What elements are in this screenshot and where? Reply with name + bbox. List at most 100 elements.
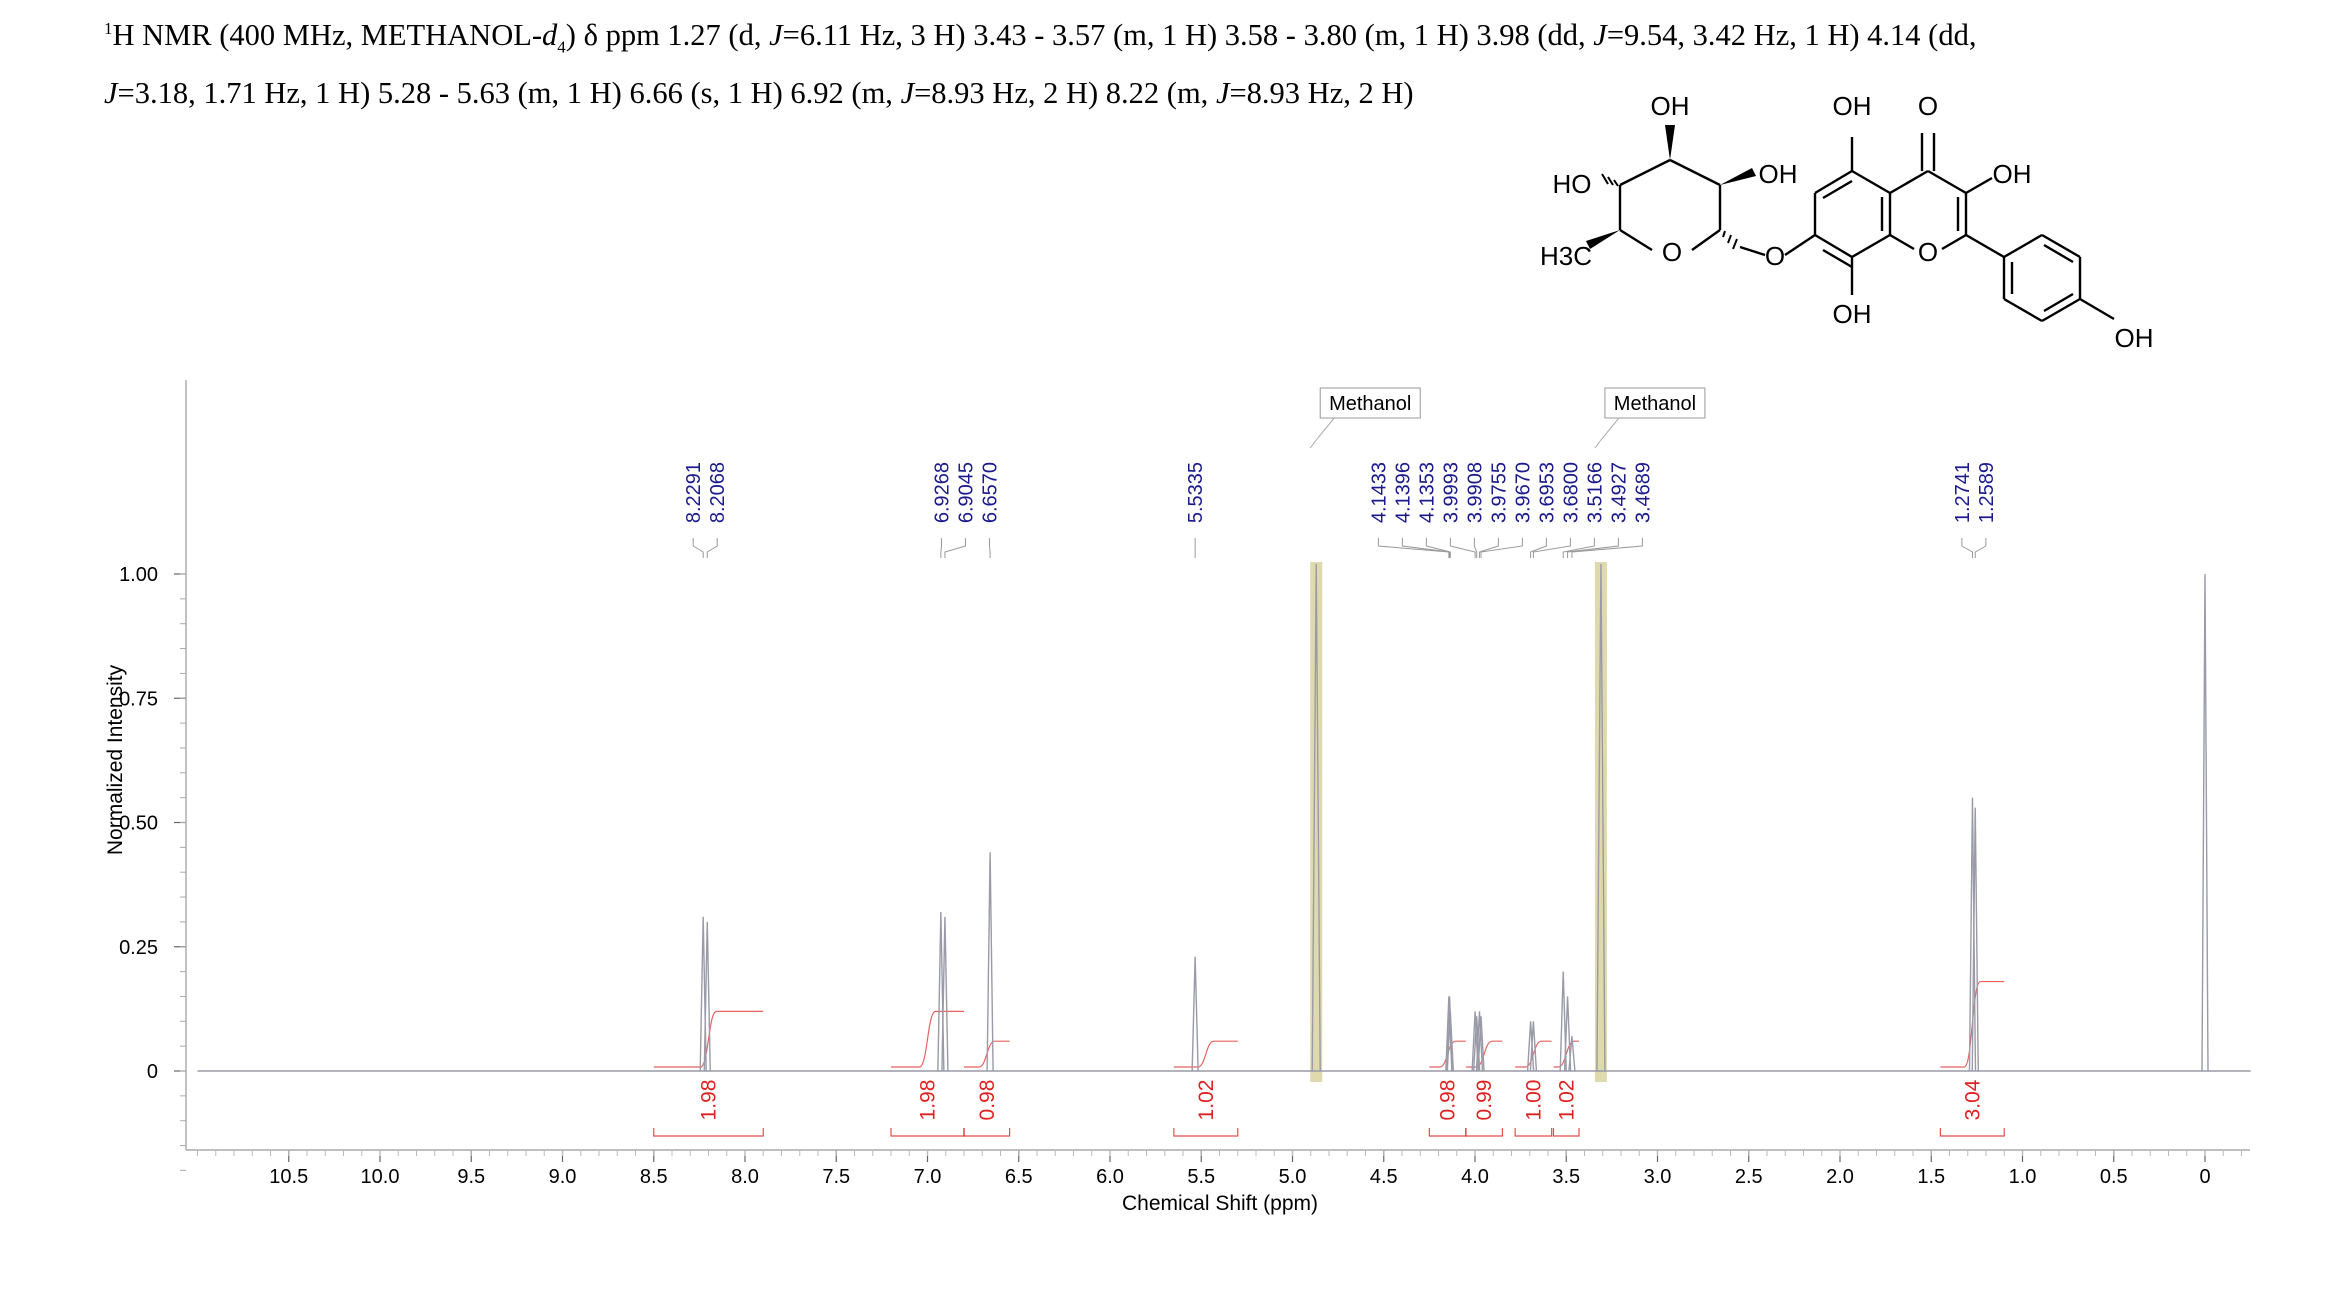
peak-label-leader [692,538,704,558]
spectrum-peak [941,916,949,1072]
peak-label-leader [1571,538,1643,558]
x-tick-label: 8.0 [731,1166,759,1188]
peak-label-leader [706,538,718,558]
integral-bracket [1939,1128,2005,1137]
peak-labels: 8.2291 8.2068 6.9268 6.9045 6.6570 5.5335 4.14… [683,462,1998,558]
x-tick-label: 1.0 [2009,1166,2037,1188]
y-tick-label: 0.50 [119,813,158,835]
spectrum-peak [1526,1021,1535,1072]
peak-label: 3.5166 [1584,462,1606,523]
peak-label: 3.9755 [1488,462,1510,523]
j-symbol: J [104,76,118,111]
peak-label-leader [1401,538,1451,558]
y-tick-label: 0.75 [119,688,158,710]
j-symbol: J [1593,18,1607,53]
y-axis-label: Normalized Intensity [104,664,127,855]
solvent-label: Methanol [1329,393,1411,415]
atom-label: OH [1651,91,1690,121]
x-tick-label: 0 [2199,1166,2210,1188]
integral-bracket [1514,1128,1553,1137]
peak-label-leader [1530,538,1547,558]
integral-value: 1.98 [698,1080,721,1121]
peak-label: 1.2589 [1976,462,1998,523]
peak-label-leader [940,538,942,558]
peak-label: 6.6570 [979,462,1001,523]
spectrum-peak [1563,996,1572,1072]
peak-label: 3.4927 [1608,462,1630,523]
integral-curve [653,1010,764,1068]
integral-bracket [963,1128,1011,1137]
atom-label: OH [1759,159,1798,189]
atom-label: OH [2115,323,2154,353]
integral-bracket [1552,1128,1580,1137]
x-tick-label: 2.5 [1735,1166,1763,1188]
peak-label: 3.6953 [1536,462,1558,523]
integral-bracket [890,1128,965,1137]
integral-value: 3.04 [1961,1079,1984,1120]
molecular-structure: OH HO OH H3C O O OH O OH O OH OH [1540,91,2154,353]
solvent-label-box [1319,387,1421,419]
x-tick-label: 6.5 [1005,1166,1033,1188]
spectrum-peak [703,921,711,1072]
peak-label: 3.9670 [1512,462,1534,523]
peak-label: 1.2741 [1952,462,1974,523]
integral-value: 0.98 [1437,1080,1460,1121]
x-tick-label: 10.0 [361,1166,400,1188]
solvent-peak [1311,564,1321,1072]
solvent-label-leader [1309,417,1335,449]
x-tick-label: 4.0 [1461,1166,1489,1188]
integral-value: 0.98 [976,1080,999,1121]
spectrum-peak [1968,797,1977,1072]
delta-symbol: δ [583,18,598,53]
solvent-label-box [1604,387,1706,419]
solvent-subscript: 4 [557,37,566,57]
x-tick-label: 5.0 [1279,1166,1307,1188]
rhamnose-ring [1586,125,1766,257]
j-symbol: J [769,18,783,53]
header-paren: ) [565,18,576,53]
x-tick-label: 1.5 [1917,1166,1945,1188]
integral-value: 0.99 [1473,1080,1496,1121]
peak-label-leader [1473,538,1478,558]
peak-label: 4.1433 [1368,462,1390,523]
header-lead: H NMR (400 MHz, METHANOL- [112,18,543,53]
atom-label: O [1918,91,1938,121]
spectrum-trace [197,564,2251,1072]
peak-label: 4.1396 [1392,462,1414,523]
atom-label: O [1765,241,1785,271]
j-symbol: J [900,76,915,111]
spectrum-peak [1529,1021,1538,1072]
integral-value: 1.00 [1522,1080,1545,1121]
header-seg-1: =6.11 Hz, 3 H) 3.43 - 3.57 (m, 1 H) 3.58… [782,18,1594,53]
y-tick-label: 1.00 [119,564,158,586]
integral-bracket [1173,1128,1239,1137]
integral-curve [891,1010,964,1068]
integral-curve [1515,1040,1552,1068]
peak-label-leader [1377,538,1450,558]
header-seg-4: =8.93 Hz, 2 H) 8.22 (m, [914,76,1216,111]
integral-bracket [653,1128,764,1137]
peak-label-leader [988,538,991,558]
x-tick-label: 3.0 [1644,1166,1672,1188]
x-axis-label: Chemical Shift (ppm) [1122,1192,1318,1215]
x-tick-label: 5.5 [1187,1166,1215,1188]
peak-label-leader [1974,538,1987,558]
solvent-label-leader [1594,417,1620,449]
peak-label-leader [1532,538,1571,558]
integral-value: 1.02 [1195,1080,1218,1121]
peak-label-leader [1567,538,1619,558]
spectrum-peak [1568,1036,1576,1072]
peak-label-leader [1562,538,1595,558]
j-symbol: J [1215,76,1230,111]
x-tick-label: 6.0 [1096,1166,1124,1188]
peak-label: 3.9908 [1464,462,1486,523]
peak-label-leader [1449,538,1476,558]
peak-label-leader [1425,538,1451,558]
peak-label: 5.5335 [1185,462,1207,523]
isotope-superscript: 1 [104,19,113,38]
peak-label: 6.9045 [955,462,977,523]
x-tick-label: 7.5 [822,1166,850,1188]
header-seg-2: =9.54, 3.42 Hz, 1 H) 4.14 (dd, [1606,18,1977,53]
nmr-assignment-text: 1H NMR (400 MHz, METHANOL-d4) δ ppm 1.27… [104,6,2284,116]
integral-curve [1173,1040,1238,1068]
